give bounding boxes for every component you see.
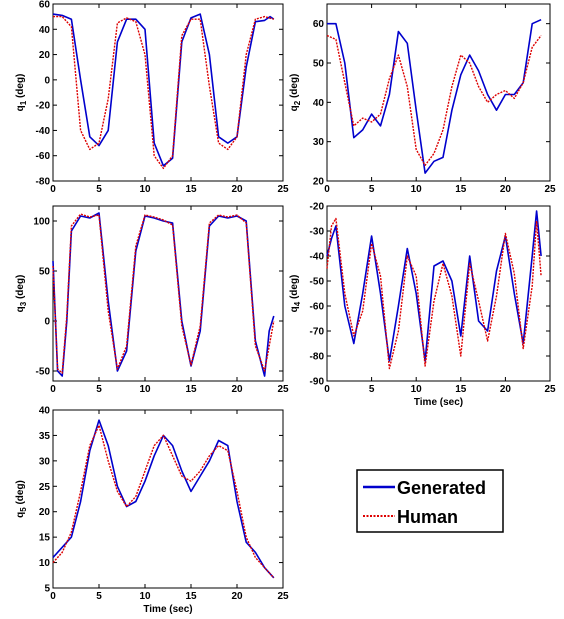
x-tick-label: 20 xyxy=(500,184,512,195)
y-tick-label: 20 xyxy=(39,507,51,518)
x-tick-label: 15 xyxy=(185,184,197,195)
series-generated-line xyxy=(327,18,542,174)
y-tick-label: -80 xyxy=(36,177,51,188)
y-tick-label: 60 xyxy=(313,19,325,30)
y-tick-label: 30 xyxy=(313,137,325,148)
x-tick-label: 10 xyxy=(411,384,423,395)
y-tick-label: -60 xyxy=(310,302,325,313)
y-axis-label: q2 (deg) xyxy=(289,74,302,112)
x-tick-label: 15 xyxy=(455,184,467,195)
x-tick-label: 15 xyxy=(185,384,197,395)
y-tick-label: 5 xyxy=(44,584,50,595)
y-tick-label: 10 xyxy=(39,558,51,569)
y-tick-label: 40 xyxy=(313,98,325,109)
x-tick-label: 0 xyxy=(50,591,56,602)
y-axis-label: q3 (deg) xyxy=(15,275,28,313)
y-tick-label: -20 xyxy=(310,202,325,213)
y-tick-label: -70 xyxy=(310,327,325,338)
y-tick-label: -40 xyxy=(310,252,325,263)
x-tick-label: 15 xyxy=(455,384,467,395)
legend-human-label: Human xyxy=(397,507,458,527)
x-tick-label: 25 xyxy=(544,384,556,395)
y-tick-label: 15 xyxy=(39,533,51,544)
y-tick-label: 0 xyxy=(44,75,50,86)
x-tick-label: 0 xyxy=(324,384,330,395)
y-tick-label: 35 xyxy=(39,431,51,442)
x-tick-label: 5 xyxy=(369,384,375,395)
y-tick-label: -60 xyxy=(36,151,51,162)
y-tick-label: 25 xyxy=(39,482,51,493)
plot-q2: 0 5 10 15 20 25 20 30 40 50 60 q2 (deg) xyxy=(289,3,556,195)
y-tick-label: 0 xyxy=(44,317,50,328)
plot-frame xyxy=(52,205,284,382)
x-tick-label: 25 xyxy=(544,184,556,195)
plot-q1: 0 5 10 15 20 25 -80 -60 -40 -20 0 20 40 60 q1 (deg) xyxy=(15,0,289,195)
plot-q3: 0 5 10 15 20 25 -50 0 50 100 q3 (deg) xyxy=(15,205,289,395)
series-human-line xyxy=(52,213,275,374)
y-tick-label: 20 xyxy=(313,177,325,188)
y-axis-label: q5 (deg) xyxy=(15,480,28,518)
x-tick-label: 10 xyxy=(411,184,423,195)
legend-generated-label: Generated xyxy=(397,478,486,498)
y-tick-label: -20 xyxy=(36,101,51,112)
y-tick-label: 50 xyxy=(39,267,51,278)
x-tick-label: 5 xyxy=(96,184,102,195)
y-tick-label: 100 xyxy=(33,217,50,228)
y-tick-label: 30 xyxy=(39,456,51,467)
x-tick-label: 0 xyxy=(324,184,330,195)
plot-frame xyxy=(52,409,284,589)
y-axis-label: q4 (deg) xyxy=(289,275,302,313)
series-human-line xyxy=(53,15,274,170)
y-tick-label: -90 xyxy=(310,377,325,388)
y-axis-label: q1 (deg) xyxy=(15,74,28,112)
series-human-line xyxy=(52,424,275,579)
y-tick-label: -80 xyxy=(310,352,325,363)
y-tick-label: 40 xyxy=(39,406,51,417)
x-tick-label: 25 xyxy=(277,384,289,395)
y-tick-label: 50 xyxy=(313,59,325,70)
x-axis-label: Time (sec) xyxy=(143,604,192,615)
x-tick-label: 5 xyxy=(96,384,102,395)
series-generated-line xyxy=(52,13,275,167)
x-tick-label: 10 xyxy=(139,184,151,195)
x-tick-label: 20 xyxy=(500,384,512,395)
series-human-line xyxy=(326,217,542,370)
x-tick-label: 25 xyxy=(277,184,289,195)
y-tick-label: -40 xyxy=(36,126,51,137)
x-tick-label: 10 xyxy=(139,591,151,602)
y-tick-label: -30 xyxy=(310,227,325,238)
series-human-line xyxy=(326,34,542,167)
x-tick-label: 5 xyxy=(369,184,375,195)
x-tick-label: 15 xyxy=(185,591,197,602)
legend-box xyxy=(356,469,504,533)
x-tick-label: 10 xyxy=(139,384,151,395)
x-tick-label: 5 xyxy=(96,591,102,602)
x-tick-label: 20 xyxy=(231,184,243,195)
y-tick-label: -50 xyxy=(310,277,325,288)
y-tick-label: -50 xyxy=(36,367,51,378)
legend: Generated Human xyxy=(356,469,504,533)
x-tick-label: 20 xyxy=(231,591,243,602)
plot-q4: 0 5 10 15 20 25 -90 -80 -70 -60 -50 -40 -30 -20 q4 (de… xyxy=(289,202,556,409)
x-tick-label: 0 xyxy=(50,384,56,395)
plot-frame xyxy=(326,205,551,382)
x-tick-label: 25 xyxy=(277,591,289,602)
x-tick-label: 20 xyxy=(231,384,243,395)
y-tick-label: 20 xyxy=(39,50,51,61)
x-tick-label: 0 xyxy=(50,184,56,195)
x-axis-label: Time (sec) xyxy=(414,397,463,408)
plot-frame xyxy=(52,3,284,182)
y-tick-label: 60 xyxy=(39,0,51,11)
plot-frame xyxy=(326,3,551,182)
y-tick-label: 40 xyxy=(39,25,51,36)
